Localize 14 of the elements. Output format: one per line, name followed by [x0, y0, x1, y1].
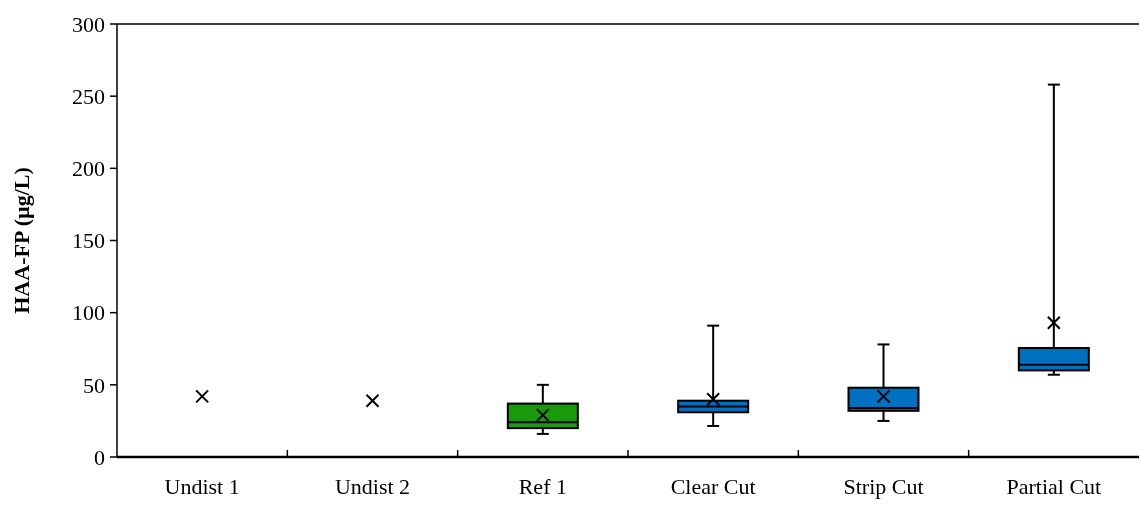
y-axis-title: HAA-FP (µg/L) [9, 167, 34, 314]
y-tick-label: 250 [72, 83, 105, 109]
x-tick-label: Undist 1 [164, 474, 240, 499]
x-tick-label: Undist 2 [334, 474, 411, 499]
x-tick-label: Clear Cut [670, 474, 756, 499]
y-tick-label: 0 [94, 444, 105, 470]
x-tick-label: Partial Cut [1006, 474, 1102, 499]
y-tick-label: 50 [83, 372, 105, 398]
y-tick-label: 200 [72, 156, 105, 182]
x-tick-label: Strip Cut [843, 474, 924, 499]
y-tick-label: 300 [72, 11, 105, 37]
x-tick-label: Ref 1 [518, 474, 567, 499]
y-tick-label: 100 [72, 300, 105, 326]
y-tick-label: 150 [72, 228, 105, 254]
